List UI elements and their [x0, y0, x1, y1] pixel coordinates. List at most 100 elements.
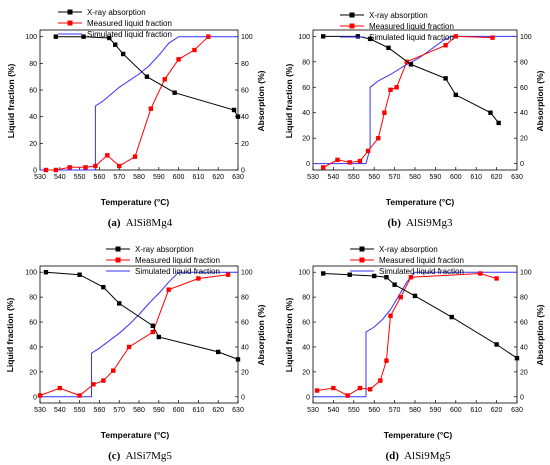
x-axis-label: Temperature (°C) — [386, 197, 455, 207]
legend-label-measured: Measured liquid fraction — [369, 22, 454, 31]
y-tick-label-left: 40 — [302, 110, 310, 117]
y-tick-label-left: 80 — [302, 295, 310, 302]
data-point — [494, 276, 499, 281]
data-point — [384, 358, 389, 363]
x-tick-label: 570 — [113, 174, 125, 181]
chart-panel-c: 530 540 550 560 570 580 590 600 610 620 630 0 0 20 20 4… — [5, 245, 266, 462]
x-tick-label: 600 — [450, 174, 462, 181]
plot-axes: 530 540 550 560 570 580 590 600 610 620 630 0 0 20 20 4… — [298, 29, 532, 181]
legend-label-measured: Measured liquid fraction — [87, 19, 172, 28]
data-point — [355, 34, 361, 39]
series-line — [313, 271, 517, 398]
y-tick-label-right: 100 — [241, 34, 253, 41]
x-tick-label: 540 — [54, 174, 66, 181]
y-tick-label-right: 100 — [520, 270, 532, 277]
y-tick-label-right: 20 — [520, 369, 528, 376]
data-point — [372, 273, 377, 279]
data-point — [357, 385, 363, 391]
plot-axes: 530 540 550 560 570 580 590 600 610 620 630 0 0 20 20 4… — [25, 265, 253, 414]
data-point — [43, 167, 49, 173]
x-tick-label: 630 — [232, 407, 244, 414]
x-tick-label: 530 — [307, 174, 319, 181]
data-point — [335, 157, 340, 163]
series-line — [40, 36, 238, 171]
y-tick-label-left: 40 — [302, 344, 310, 351]
y-tick-label-right: 20 — [520, 136, 528, 143]
data-point — [57, 385, 62, 391]
data-point — [453, 34, 458, 39]
y-tick-label-left: 40 — [29, 344, 37, 351]
legend-label-simulated: Simulated liquid fraction — [135, 267, 220, 276]
series-line — [40, 271, 238, 398]
caption-letter: (b) — [387, 217, 401, 229]
y-tick-label-right: 60 — [241, 88, 249, 95]
data-point — [162, 77, 167, 82]
y-tick-label-left: 20 — [302, 369, 310, 376]
caption-letter: (c) — [108, 450, 121, 462]
data-point — [478, 271, 483, 276]
data-point — [192, 47, 197, 53]
x-tick-label: 530 — [34, 174, 46, 181]
data-point — [449, 314, 454, 320]
caption-letter: (a) — [108, 217, 121, 229]
y-tick-label-right: 60 — [520, 320, 528, 327]
data-point — [398, 294, 403, 300]
y-tick-label-left: 0 — [33, 168, 37, 175]
caption-text: AlSi8Mg4 — [126, 217, 173, 229]
x-tick-label: 570 — [113, 407, 125, 414]
caption-c: (c) AlSi7Mg5 — [108, 450, 172, 462]
y-tick-label-right: 20 — [241, 369, 249, 376]
x-tick-label: 600 — [173, 407, 185, 414]
y-tick-label-right: 40 — [241, 344, 249, 351]
x-tick-label: 550 — [74, 174, 86, 181]
y-tick-label-right: 40 — [520, 110, 528, 117]
data-point — [77, 272, 82, 277]
data-point — [91, 382, 96, 387]
data-point — [378, 378, 383, 383]
x-tick-label: 530 — [307, 407, 319, 414]
data-point — [412, 293, 418, 299]
series-line — [322, 35, 493, 168]
legend-label-xray: X-ray absorption — [369, 11, 428, 20]
x-tick-label: 580 — [133, 174, 145, 181]
x-tick-label: 600 — [450, 407, 462, 414]
y-tick-label-left: 100 — [298, 34, 310, 41]
data-point — [314, 388, 320, 393]
data-point — [388, 87, 393, 93]
x-tick-label: 590 — [153, 174, 165, 181]
series-line — [323, 273, 518, 359]
y-tick-label-left: 80 — [302, 59, 310, 66]
series-line — [313, 35, 517, 165]
data-point — [206, 34, 211, 39]
y-tick-label-left: 80 — [29, 61, 37, 68]
y-tick-label-right: 80 — [241, 295, 249, 302]
x-tick-label: 560 — [368, 174, 380, 181]
y-tick-label-right: 0 — [520, 161, 524, 168]
legend: X-ray absorption Measured liquid fractio… — [58, 8, 172, 39]
x-tick-label: 530 — [34, 407, 46, 414]
y-tick-label-right: 0 — [241, 168, 245, 175]
x-tick-label: 610 — [470, 174, 482, 181]
x-tick-label: 590 — [153, 407, 165, 414]
data-point — [150, 329, 156, 335]
x-tick-label: 550 — [74, 407, 86, 414]
chart-panel-b: 530 540 550 560 570 580 590 600 610 620 630 0 0 20 20 4… — [284, 11, 545, 229]
y-tick-label-right: 0 — [241, 394, 245, 401]
legend-label-simulated: Simulated liquid fraction — [87, 30, 172, 39]
data-point — [376, 135, 381, 141]
y-tick-label-left: 0 — [306, 161, 310, 168]
data-point — [83, 165, 88, 170]
data-point — [443, 43, 448, 48]
x-tick-label: 540 — [54, 407, 66, 414]
data-point — [408, 62, 414, 67]
x-axis-label: Temperature (°C) — [101, 430, 170, 440]
x-tick-label: 550 — [348, 407, 360, 414]
caption-d: (d) AlSi9Mg5 — [385, 450, 451, 462]
series-line — [323, 35, 499, 124]
y-tick-label-left: 40 — [29, 114, 37, 121]
legend-label-measured: Measured liquid fraction — [135, 256, 220, 265]
legend: X-ray absorption Measured liquid fractio… — [350, 245, 464, 276]
data-point — [117, 163, 122, 169]
plot-frame — [312, 29, 518, 171]
